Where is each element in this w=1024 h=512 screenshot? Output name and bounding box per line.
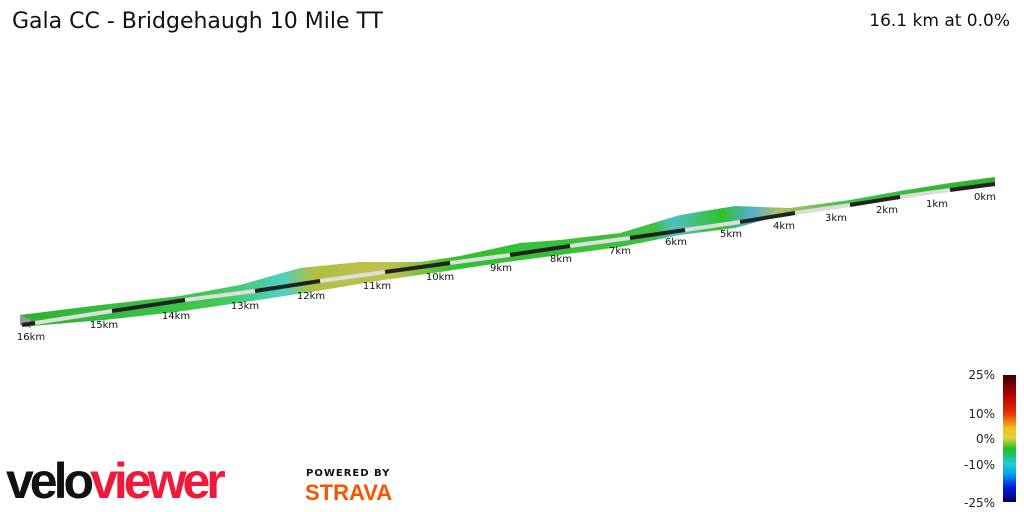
gradient-color-scale bbox=[1003, 375, 1016, 502]
km-label: 8km bbox=[550, 254, 572, 265]
distance-segment bbox=[34, 309, 113, 325]
route-title: Gala CC - Bridgehaugh 10 Mile TT bbox=[12, 9, 383, 34]
legend-label: -25% bbox=[963, 496, 995, 510]
km-label: 16km bbox=[17, 332, 45, 343]
legend-label: 25% bbox=[968, 368, 995, 382]
km-label: 7km bbox=[609, 246, 631, 257]
distance-segment bbox=[111, 298, 186, 313]
distance-segment bbox=[384, 261, 451, 274]
km-label: 3km bbox=[825, 213, 847, 224]
distance-segment bbox=[629, 228, 686, 240]
route-summary: 16.1 km at 0.0% bbox=[869, 11, 1010, 31]
distance-axis bbox=[21, 182, 996, 327]
distance-segment bbox=[509, 244, 571, 257]
distance-segment bbox=[449, 253, 511, 265]
distance-segment bbox=[849, 195, 901, 207]
distance-segment bbox=[794, 203, 851, 215]
km-label: 15km bbox=[90, 320, 118, 331]
legend-label: -10% bbox=[963, 458, 995, 472]
km-label: 14km bbox=[162, 311, 190, 322]
legend-label: 10% bbox=[968, 407, 995, 421]
km-label: 9km bbox=[490, 263, 512, 274]
distance-segment bbox=[684, 220, 741, 232]
distance-segment bbox=[184, 289, 256, 302]
distance-segment bbox=[319, 270, 386, 283]
km-label: 1km bbox=[926, 199, 948, 210]
strava-logo: STRAVA bbox=[305, 480, 393, 505]
powered-by-text: POWERED BY bbox=[306, 468, 391, 479]
distance-segment bbox=[569, 236, 631, 248]
veloviewer-logo: veloviewer bbox=[6, 453, 226, 509]
distance-segment bbox=[254, 279, 321, 293]
distance-segment bbox=[21, 321, 36, 327]
km-label: 6km bbox=[665, 237, 687, 248]
distance-segment bbox=[739, 211, 796, 224]
km-label: 10km bbox=[426, 272, 454, 283]
km-label: 13km bbox=[231, 301, 259, 312]
km-label: 12km bbox=[297, 291, 325, 302]
km-label: 0km bbox=[974, 192, 996, 203]
legend-label: 0% bbox=[975, 432, 995, 446]
distance-segment bbox=[949, 182, 996, 192]
km-label: 4km bbox=[773, 221, 795, 232]
distance-segment bbox=[899, 188, 951, 199]
km-label: 5km bbox=[720, 229, 742, 240]
km-label: 11km bbox=[363, 281, 391, 292]
km-label: 2km bbox=[876, 205, 898, 216]
